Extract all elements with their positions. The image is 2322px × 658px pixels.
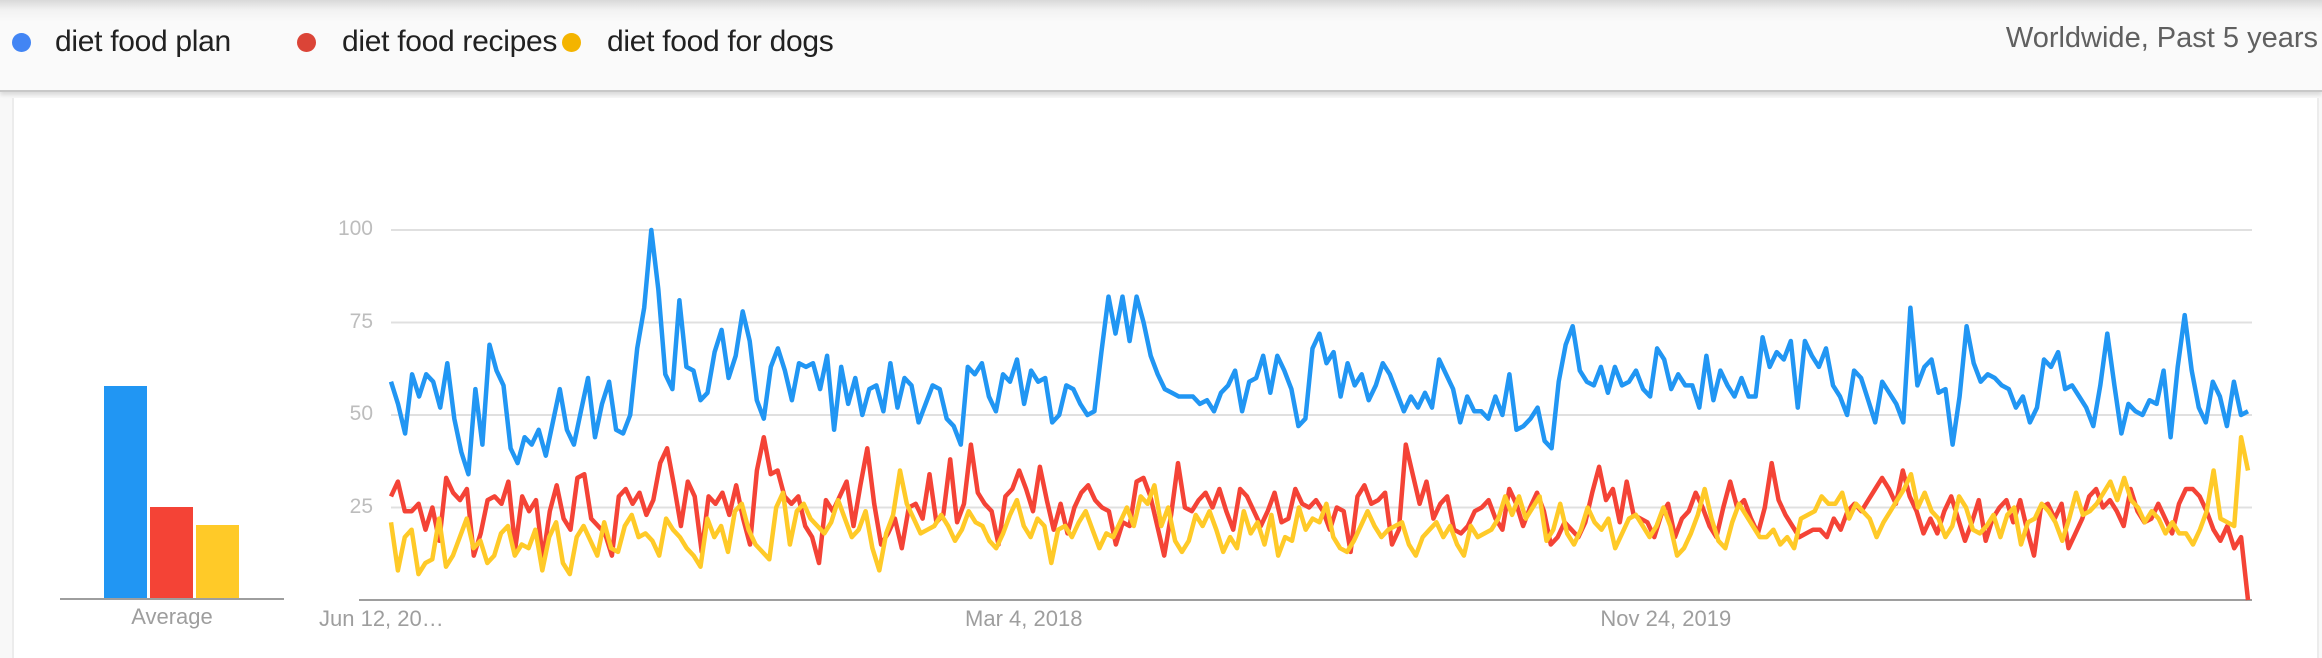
series-line-diet-food-plan[interactable] <box>388 227 2250 477</box>
average-label: Average <box>131 604 213 629</box>
legend-label: diet food recipes <box>342 25 558 58</box>
x-tick-label: Jun 12, 20… <box>319 606 444 631</box>
legend-item-diet-food-for-dogs[interactable]: diet food for dogs <box>562 22 834 62</box>
average-bar-diet-food-recipes[interactable] <box>150 506 193 598</box>
average-bar-diet-food-plan[interactable] <box>104 385 147 598</box>
average-axis <box>60 598 284 600</box>
y-tick-label: 25 <box>349 494 373 518</box>
series-dot-icon <box>562 32 581 52</box>
y-tick-label: 75 <box>349 309 373 333</box>
legend-label: diet food for dogs <box>607 25 834 58</box>
series-line-diet-food-for-dogs[interactable] <box>388 434 2251 577</box>
header-bar: diet food plan diet food recipes diet fo… <box>0 0 2322 92</box>
legend-item-diet-food-plan[interactable]: diet food plan <box>12 22 231 62</box>
series-dot-icon <box>297 32 316 52</box>
x-tick-label: Mar 4, 2018 <box>965 606 1083 631</box>
y-tick-label: 100 <box>337 217 373 240</box>
series-line-diet-food-recipes[interactable] <box>388 434 2251 601</box>
y-tick-label: 50 <box>349 402 373 425</box>
series-dot-icon <box>12 32 31 52</box>
legend-item-diet-food-recipes[interactable]: diet food recipes <box>297 22 557 62</box>
region-timeframe-label: Worldwide, Past 5 years <box>2005 22 2318 54</box>
x-tick-label: Nov 24, 2019 <box>1600 606 1732 631</box>
legend-label: diet food plan <box>55 25 231 58</box>
average-bar-diet-food-for-dogs[interactable] <box>196 524 239 598</box>
